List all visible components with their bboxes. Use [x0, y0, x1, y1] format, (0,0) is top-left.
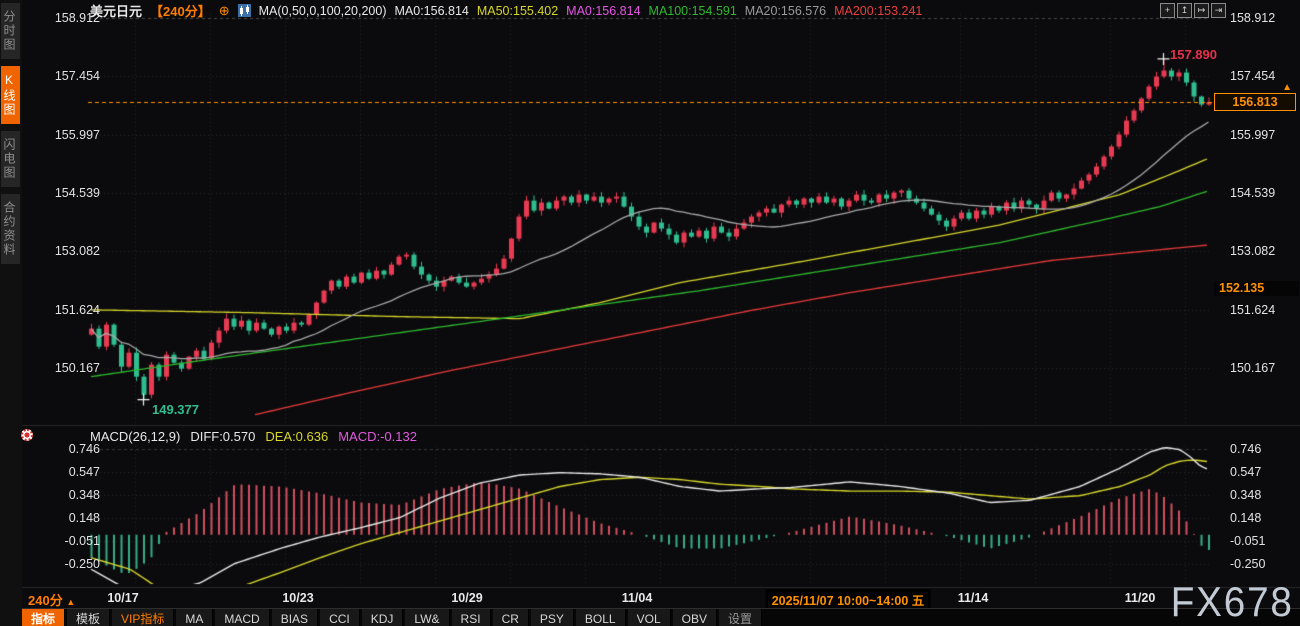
- macd-axis-label: -0.250: [64, 556, 100, 571]
- toolbar-tab[interactable]: VOL: [627, 609, 671, 626]
- ma-values-group: MA(0,50,0,100,20,200) MA0:156.814 MA50:155…: [259, 3, 931, 18]
- price-axis-label: 155.997: [54, 127, 100, 142]
- chart-header: 美元日元 【240分】 ⊕ MA(0,50,0,100,20,200) MA0:1…: [90, 3, 931, 19]
- price-axis-label: 158.912: [1230, 11, 1276, 25]
- toolbar-tab[interactable]: 指标: [22, 609, 66, 626]
- macd-axis-label: 0.547: [68, 464, 100, 479]
- period-label: 【240分】: [150, 4, 211, 19]
- chart-type-sidebar: 分时图 K线图闪电图合约资料: [0, 0, 22, 626]
- price-axis-label: 153.082: [1230, 244, 1276, 259]
- date-label: 11/20: [1124, 591, 1156, 605]
- price-axis-label: 150.167: [1230, 361, 1276, 375]
- date-label: 11/14: [957, 591, 989, 605]
- ma-value-label: MA0:156.814: [394, 4, 469, 18]
- macd-axis-label: 0.746: [68, 442, 100, 456]
- watermark: FX678: [1170, 578, 1294, 625]
- macd-axis-label: 0.348: [1230, 487, 1262, 502]
- date-label: 10/17: [107, 591, 139, 605]
- toolbar-tab[interactable]: MACD: [215, 609, 270, 626]
- reference-price-badge: 152.135: [1214, 281, 1299, 297]
- period-selector-label: 240分: [28, 593, 63, 608]
- crosshair-date-badge: 2025/11/07 10:00~14:00 五: [765, 589, 931, 610]
- indicator-settings-icon[interactable]: [21, 429, 33, 441]
- macd-title: MACD(26,12,9): [90, 429, 181, 444]
- toolbar-tab[interactable]: BOLL: [575, 609, 626, 626]
- price-axis-label: 155.997: [1230, 127, 1276, 142]
- toolbar-tab[interactable]: MA: [176, 609, 214, 626]
- macd-values-group: DIFF:0.570 DEA:0.636 MACD:-0.132: [190, 429, 427, 444]
- sidebar-tab[interactable]: 闪电图: [1, 131, 20, 187]
- macd-axis-label: -0.250: [1230, 556, 1266, 571]
- symbol-name: 美元日元: [90, 4, 143, 19]
- ma-value-label: MA200:153.241: [834, 4, 923, 18]
- current-price-badge: 156.813: [1214, 93, 1296, 111]
- ma-value-label: MA20:156.576: [744, 4, 827, 18]
- ma-value-label: MA100:154.591: [648, 4, 737, 18]
- toolbar-tab[interactable]: OBV: [672, 609, 717, 626]
- period-arrow-icon: ▲: [66, 597, 76, 607]
- sidebar-tab[interactable]: 合约资料: [1, 194, 20, 264]
- toolbar-tab[interactable]: LW&: [405, 609, 450, 626]
- price-axis-right: ▲ 156.813 152.135 158.912 157.454 155.997 1…: [1212, 0, 1300, 626]
- price-axis-label: 157.454: [1230, 69, 1276, 84]
- axis-scale-up-icon[interactable]: ↥: [1177, 3, 1192, 18]
- price-alert-arrow-icon: ▲: [1282, 82, 1292, 93]
- macd-axis-label: 0.746: [1230, 442, 1262, 456]
- toolbar-tab[interactable]: RSI: [451, 609, 491, 626]
- sidebar-tab[interactable]: K线图: [1, 66, 20, 124]
- chart-tools-group: + ↥ ↦ ⇥: [1160, 3, 1226, 18]
- period-selector[interactable]: 240分 ▲: [28, 590, 75, 609]
- macd-axis-label: 0.348: [68, 487, 100, 502]
- toolbar-tab[interactable]: 设置: [718, 609, 762, 626]
- date-label: 10/29: [451, 591, 483, 605]
- toolbar-tab[interactable]: VIP指标: [112, 609, 175, 626]
- high-price-annotation: 157.890: [1170, 47, 1217, 62]
- date-label: 11/04: [621, 591, 653, 605]
- time-axis: 240分 ▲ 10/17 10/23 10/29 11/04 11/14 11/20 20…: [22, 588, 1300, 610]
- price-axis-label: 154.539: [1230, 186, 1276, 201]
- toolbar-tab[interactable]: 模板: [67, 609, 111, 626]
- toolbar-tab[interactable]: PSY: [530, 609, 574, 626]
- price-axis-label: 158.912: [54, 11, 100, 25]
- toolbar-tab[interactable]: KDJ: [361, 609, 404, 626]
- date-label: 10/23: [282, 591, 314, 605]
- crosshair-tool-icon[interactable]: +: [1160, 3, 1175, 18]
- macd-axis-label: 0.547: [1230, 464, 1262, 479]
- price-axis-label: 151.624: [1230, 302, 1276, 317]
- price-axis-label: 151.624: [54, 302, 100, 317]
- toolbar-tab[interactable]: BIAS: [271, 609, 319, 626]
- price-axis-label: 150.167: [54, 361, 100, 375]
- price-axis-label: 157.454: [54, 69, 100, 84]
- macd-axis-label: 0.148: [68, 510, 100, 525]
- price-axis-label: 154.539: [54, 186, 100, 201]
- add-indicator-icon[interactable]: ⊕: [218, 3, 230, 18]
- price-axis-left: 158.912 157.454 155.997 154.539 153.082 151.6…: [25, 0, 100, 420]
- macd-axis-label: 0.148: [1230, 510, 1262, 525]
- macd-axis-label: -0.051: [64, 533, 100, 548]
- macd-value-label: MACD:-0.132: [338, 429, 417, 444]
- ma-value-label: MA(0,50,0,100,20,200): [258, 4, 387, 18]
- toolbar-tab[interactable]: CCI: [320, 609, 360, 626]
- macd-axis-label: -0.051: [1230, 533, 1266, 548]
- macd-value-label: DEA:0.636: [265, 429, 329, 444]
- macd-value-label: DIFF:0.570: [190, 429, 256, 444]
- macd-header: MACD(26,12,9) DIFF:0.570 DEA:0.636 MACD:-0…: [90, 429, 427, 444]
- indicator-toolbar: 指标 模板 VIP指标 MA MACD BIAS CCI KDJ LW& RSI CR PSY BOLL…: [22, 608, 1300, 626]
- kline-settings-icon[interactable]: [237, 4, 251, 17]
- ma-value-label: MA50:155.402: [476, 4, 559, 18]
- ma-value-label: MA0:156.814: [566, 4, 641, 18]
- axis-scale-right-icon[interactable]: ↦: [1194, 3, 1209, 18]
- sidebar-tab[interactable]: 分时图: [1, 3, 20, 59]
- pan-right-icon[interactable]: ⇥: [1211, 3, 1226, 18]
- low-price-annotation: 149.377: [152, 402, 199, 417]
- toolbar-tab[interactable]: CR: [492, 609, 529, 626]
- price-axis-label: 153.082: [54, 244, 100, 259]
